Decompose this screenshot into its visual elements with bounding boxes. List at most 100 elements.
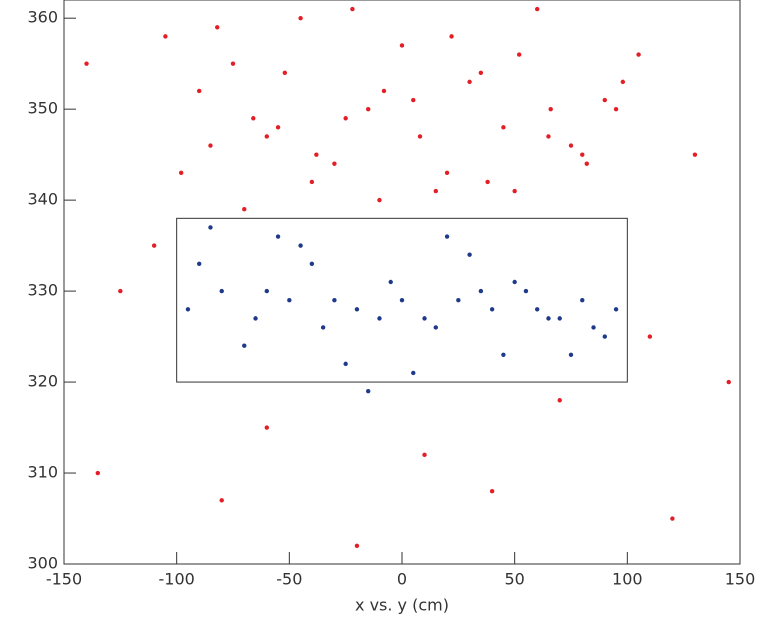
scatter-point (692, 152, 698, 157)
scatter-point (350, 6, 355, 12)
scatter-point (366, 106, 371, 112)
scatter-point (557, 316, 562, 321)
scatter-point (219, 288, 224, 294)
scatter-point (485, 179, 490, 185)
scatter-point (242, 207, 247, 212)
scatter-point (381, 88, 387, 94)
scatter-point (411, 97, 416, 103)
scatter-point (298, 15, 303, 21)
scatter-point (478, 288, 484, 294)
scatter-point (548, 106, 553, 112)
scatter-point (417, 134, 423, 139)
scatter-point (309, 179, 315, 185)
x-tick-label: -150 (46, 570, 82, 589)
scatter-point (489, 489, 495, 494)
scatter-point (535, 6, 540, 12)
scatter-point (354, 543, 360, 549)
scatter-point (584, 161, 589, 166)
scatter-point (264, 425, 269, 430)
scatter-point (287, 297, 292, 303)
scatter-point (253, 316, 258, 321)
scatter-point (197, 88, 202, 94)
scatter-point (456, 297, 461, 303)
x-tick-label: -100 (159, 570, 195, 589)
scatter-point (343, 361, 348, 367)
scatter-point (546, 134, 551, 139)
scatter-point (546, 316, 551, 321)
scatter-point (489, 307, 495, 312)
scatter-point (377, 197, 382, 203)
scatter-point (478, 70, 484, 75)
scatter-point (242, 343, 247, 348)
scatter-point (580, 152, 585, 157)
scatter-point (343, 116, 348, 121)
y-tick-label: 300 (27, 554, 58, 573)
scatter-point (568, 143, 574, 148)
scatter-point (620, 79, 626, 85)
x-axis-label: x vs. y (cm) (355, 596, 449, 615)
scatter-point (523, 288, 529, 294)
y-tick-label: 320 (27, 372, 58, 391)
scatter-point (444, 170, 450, 176)
scatter-point (118, 288, 123, 294)
scatter-point (320, 325, 326, 330)
scatter-point (501, 125, 506, 130)
scatter-point (219, 498, 224, 503)
scatter-point (512, 188, 517, 194)
scatter-point (366, 388, 371, 394)
scatter-point (282, 70, 288, 75)
scatter-point (602, 97, 607, 103)
y-tick-label: 330 (27, 281, 58, 300)
scatter-point (95, 470, 101, 476)
scatter-point (422, 452, 427, 458)
scatter-point (433, 325, 438, 330)
y-tick-label: 360 (27, 8, 58, 27)
scatter-point (163, 34, 168, 39)
selection-box (176, 217, 628, 383)
scatter-point (501, 352, 506, 357)
scatter-point (602, 334, 607, 339)
scatter-point (467, 79, 472, 85)
scatter-point (332, 161, 337, 166)
scatter-point (636, 52, 641, 57)
scatter-point (298, 243, 303, 248)
scatter-point (208, 143, 213, 148)
scatter-point (591, 325, 596, 330)
scatter-point (388, 279, 393, 285)
scatter-point (332, 297, 337, 303)
scatter-point (399, 43, 405, 48)
scatter-point (557, 398, 562, 403)
scatter-point (613, 307, 619, 312)
scatter-point (433, 188, 438, 194)
scatter-point (251, 116, 256, 121)
scatter-point (512, 279, 517, 285)
scatter-point (275, 234, 281, 239)
scatter-point (197, 261, 202, 267)
y-tick-label: 340 (27, 190, 58, 209)
scatter-point (535, 307, 540, 312)
scatter-point (449, 34, 454, 39)
scatter-point (568, 352, 574, 357)
scatter-point (467, 252, 472, 257)
x-tick-label: 100 (612, 570, 643, 589)
scatter-point (580, 297, 585, 303)
scatter-point (314, 152, 319, 157)
scatter-point (670, 516, 675, 521)
scatter-point (264, 288, 269, 294)
scatter-point (354, 307, 360, 312)
scatter-point (178, 170, 184, 176)
x-tick-label: 50 (504, 570, 524, 589)
x-tick-label: 0 (397, 570, 407, 589)
scatter-point (613, 106, 619, 112)
scatter-point (185, 307, 191, 312)
scatter-point (377, 316, 382, 321)
scatter-point (444, 234, 450, 239)
scatter-point (309, 261, 315, 267)
scatter-point (208, 225, 213, 230)
x-tick-label: -50 (276, 570, 302, 589)
scatter-point (84, 61, 89, 66)
plot-frame (63, 0, 741, 565)
scatter-point (422, 316, 427, 321)
scatter-point (275, 125, 281, 130)
